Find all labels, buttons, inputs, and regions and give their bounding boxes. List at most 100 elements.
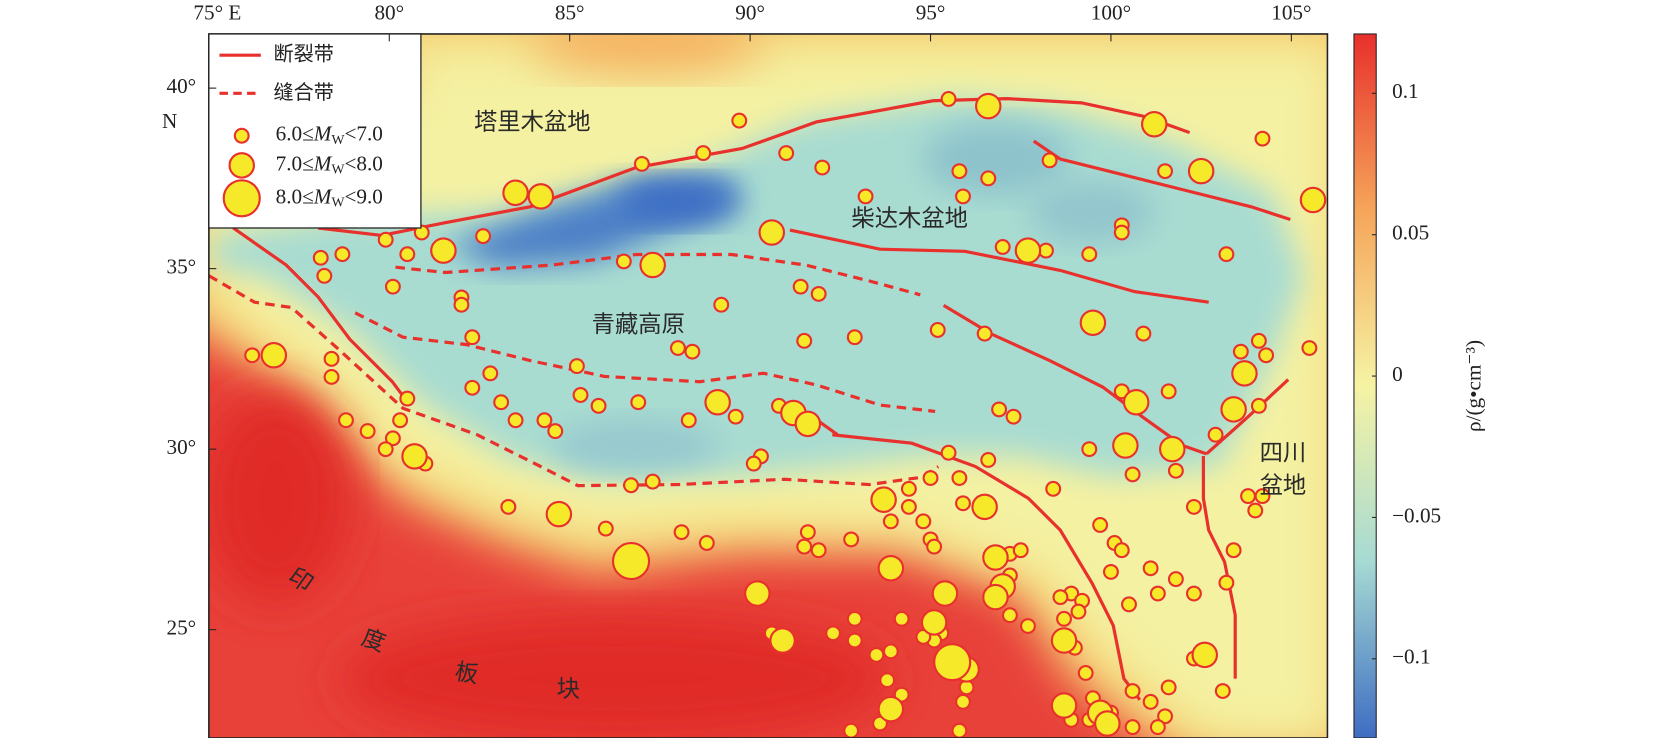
earthquake	[810, 542, 827, 559]
earthquake	[1092, 517, 1109, 533]
legend-label-part: <7.0	[344, 122, 382, 146]
sutures	[208, 252, 940, 488]
earthquake	[1240, 488, 1257, 505]
earthquake	[1113, 224, 1130, 241]
earthquake	[1220, 396, 1247, 423]
place-label: 柴达木盆地	[851, 205, 968, 232]
earthquake	[1124, 719, 1141, 736]
earthquake	[971, 493, 998, 521]
earthquake	[1140, 110, 1168, 138]
place-label: 塔里木盆地	[474, 109, 591, 136]
earthquake	[879, 672, 896, 689]
earthquake	[633, 155, 650, 172]
colorbar-tick-label: −0.1	[1392, 645, 1430, 669]
earthquake	[794, 410, 822, 438]
earthquake	[1012, 542, 1029, 559]
earthquake	[323, 368, 340, 385]
legend-label: 7.0≤MW<8.0	[276, 151, 383, 177]
earthquake	[359, 423, 376, 440]
earthquake	[323, 350, 340, 367]
earthquake	[644, 473, 661, 490]
earthquake	[615, 253, 632, 270]
earthquake	[799, 524, 816, 541]
earthquake	[1157, 708, 1174, 725]
earthquake	[982, 583, 1009, 611]
earthquake	[1232, 343, 1249, 360]
earthquakes	[244, 90, 1327, 738]
legend-label: 缝合带	[274, 80, 334, 104]
earthquake	[882, 643, 899, 660]
earthquake	[590, 397, 607, 414]
earthquake	[384, 278, 401, 295]
earthquake	[731, 112, 748, 129]
x-tick-label: 95°	[916, 1, 946, 25]
earthquake	[547, 423, 564, 440]
earthquake	[877, 555, 905, 582]
earthquake	[1225, 542, 1242, 559]
earthquake	[260, 342, 288, 369]
colorbar	[1353, 33, 1377, 738]
earthquake	[940, 444, 957, 461]
earthquake	[713, 296, 730, 313]
colorbar-label: ρ/(g•cm⁻³)	[1462, 340, 1486, 432]
earthquake	[1218, 246, 1235, 263]
place-label: 青藏高原	[592, 311, 685, 338]
earthquake	[951, 163, 968, 180]
earthquake	[926, 538, 943, 555]
earthquake	[1056, 610, 1072, 627]
hemisphere-label: N	[162, 109, 177, 133]
x-tick-label: 100°	[1091, 1, 1131, 25]
earthquake	[882, 513, 899, 530]
earthquake	[778, 145, 795, 162]
legend-label-part: M	[313, 184, 333, 208]
earthquake	[1167, 462, 1184, 479]
earthquake	[1102, 563, 1119, 580]
earthquake	[810, 285, 827, 302]
earthquake	[482, 365, 499, 382]
earthquake	[527, 183, 555, 210]
legend-marker	[228, 152, 255, 179]
earthquake	[669, 340, 686, 357]
earthquake	[951, 470, 968, 486]
earthquake	[994, 239, 1011, 255]
earthquake	[727, 408, 744, 425]
earthquake	[502, 179, 529, 207]
earthquake	[1005, 408, 1022, 425]
legend-label-part: W	[331, 195, 344, 210]
earthquake	[1050, 692, 1078, 719]
earthquake	[868, 646, 885, 663]
earthquake	[814, 159, 831, 176]
earthquake	[384, 430, 401, 447]
x-tick-label: 80°	[374, 1, 404, 25]
earthquake	[377, 231, 394, 248]
legend-label-part: M	[313, 122, 333, 146]
earthquake	[568, 358, 585, 375]
earthquake	[1081, 441, 1098, 458]
earthquake	[1191, 641, 1219, 669]
earthquake	[684, 343, 701, 360]
earthquake	[1149, 719, 1166, 736]
earthquake	[796, 538, 813, 555]
earthquake	[1001, 607, 1018, 624]
earthquake	[1247, 502, 1264, 519]
earthquake	[1052, 589, 1069, 606]
earthquake	[846, 610, 863, 627]
place-label: 板	[453, 658, 481, 689]
y-tick-label: 35°	[166, 254, 196, 278]
earthquake	[338, 412, 354, 429]
earthquake	[955, 693, 971, 710]
legend-label-part: 6.0≤	[276, 122, 314, 146]
earthquake	[334, 246, 351, 263]
earthquake	[244, 347, 261, 364]
earthquake	[955, 188, 971, 205]
earthquake	[673, 524, 690, 541]
earthquake	[1187, 157, 1215, 185]
earthquake	[1160, 679, 1177, 696]
colorbar-tick-label: 0.05	[1392, 221, 1429, 245]
colorbar-tick-label: −0.05	[1392, 503, 1441, 527]
earthquake	[1214, 683, 1231, 699]
legend-label-part: <9.0	[344, 184, 382, 208]
colorbar-tick-label: 0.1	[1392, 79, 1418, 103]
earthquake	[1250, 397, 1267, 414]
